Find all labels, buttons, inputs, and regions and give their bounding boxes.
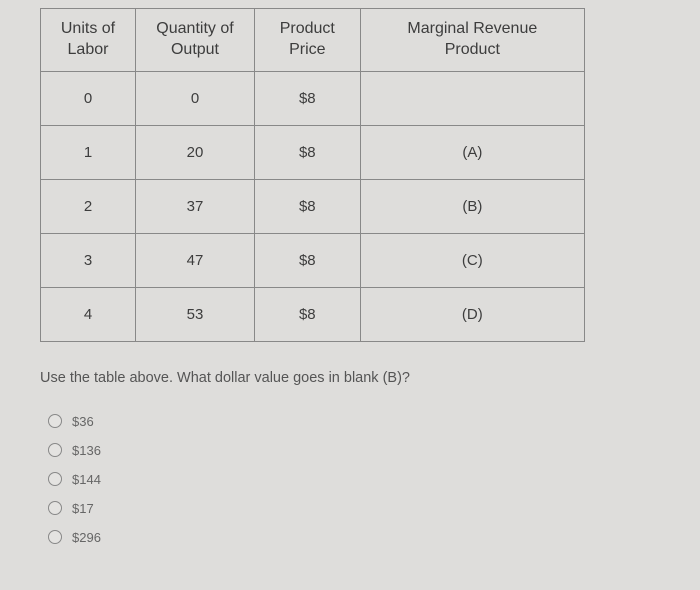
cell-mrp: (A)	[360, 125, 584, 179]
radio-icon	[48, 501, 62, 515]
cell-mrp: (D)	[360, 287, 584, 341]
option-label: $144	[72, 472, 101, 487]
cell-output: 53	[136, 287, 255, 341]
cell-labor: 1	[41, 125, 136, 179]
table-row: 3 47 $8 (C)	[41, 233, 585, 287]
cell-mrp: (C)	[360, 233, 584, 287]
cell-price: $8	[254, 287, 360, 341]
option-label: $136	[72, 443, 101, 458]
cell-output: 37	[136, 179, 255, 233]
cell-output: 47	[136, 233, 255, 287]
col-header-price: ProductPrice	[254, 9, 360, 72]
col-header-labor-l1: Units ofLabor	[61, 20, 115, 58]
page-root: Units ofLabor Quantity ofOutput ProductP…	[0, 0, 700, 579]
col-header-mrp-l1: Marginal RevenueProduct	[407, 20, 537, 58]
table-row: 4 53 $8 (D)	[41, 287, 585, 341]
cell-labor: 2	[41, 179, 136, 233]
table-row: 1 20 $8 (A)	[41, 125, 585, 179]
cell-price: $8	[254, 125, 360, 179]
cell-price: $8	[254, 179, 360, 233]
table-body: 0 0 $8 1 20 $8 (A) 2 37 $8 (B) 3 47 $8	[41, 71, 585, 341]
col-header-output-l1: Quantity ofOutput	[156, 20, 233, 58]
mrp-table: Units ofLabor Quantity ofOutput ProductP…	[40, 8, 585, 342]
option-label: $296	[72, 530, 101, 545]
cell-output: 20	[136, 125, 255, 179]
option-label: $17	[72, 501, 94, 516]
cell-labor: 4	[41, 287, 136, 341]
option-136[interactable]: $136	[48, 443, 660, 458]
option-17[interactable]: $17	[48, 501, 660, 516]
cell-mrp: (B)	[360, 179, 584, 233]
col-header-labor: Units ofLabor	[41, 9, 136, 72]
question-text: Use the table above. What dollar value g…	[40, 370, 660, 386]
col-header-price-l1: ProductPrice	[280, 20, 335, 58]
cell-labor: 3	[41, 233, 136, 287]
cell-mrp	[360, 71, 584, 125]
option-36[interactable]: $36	[48, 414, 660, 429]
radio-icon	[48, 472, 62, 486]
option-label: $36	[72, 414, 94, 429]
col-header-output: Quantity ofOutput	[136, 9, 255, 72]
option-144[interactable]: $144	[48, 472, 660, 487]
radio-icon	[48, 443, 62, 457]
col-header-mrp: Marginal RevenueProduct	[360, 9, 584, 72]
option-296[interactable]: $296	[48, 530, 660, 545]
table-row: 2 37 $8 (B)	[41, 179, 585, 233]
radio-icon	[48, 530, 62, 544]
cell-price: $8	[254, 71, 360, 125]
radio-icon	[48, 414, 62, 428]
cell-output: 0	[136, 71, 255, 125]
table-row: 0 0 $8	[41, 71, 585, 125]
table-header-row: Units ofLabor Quantity ofOutput ProductP…	[41, 9, 585, 72]
options-group: $36 $136 $144 $17 $296	[48, 414, 660, 545]
cell-price: $8	[254, 233, 360, 287]
cell-labor: 0	[41, 71, 136, 125]
